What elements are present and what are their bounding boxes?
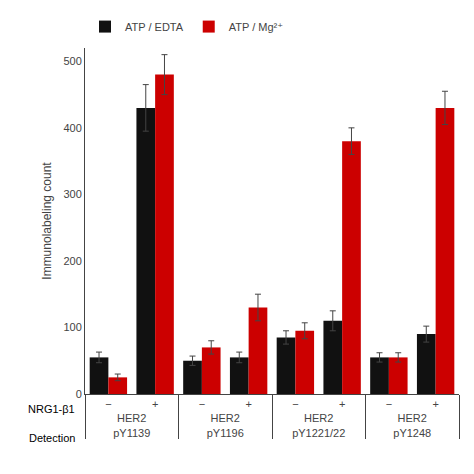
svg-text:HER2pY1248: HER2pY1248 (393, 412, 431, 438)
svg-text:−: − (386, 398, 392, 410)
svg-text:−: − (105, 398, 111, 410)
svg-text:+: + (152, 398, 158, 410)
svg-text:400: 400 (63, 122, 81, 134)
svg-text:ATP / EDTA: ATP / EDTA (125, 21, 184, 33)
svg-text:HER2pY1221/22: HER2pY1221/22 (292, 412, 345, 438)
svg-text:Detection: Detection (29, 432, 75, 444)
svg-text:300: 300 (63, 188, 81, 200)
svg-text:+: + (245, 398, 251, 410)
svg-text:NRG1-β1: NRG1-β1 (28, 403, 75, 415)
svg-text:HER2pY1139: HER2pY1139 (113, 412, 150, 438)
svg-text:Immunolabeling count: Immunolabeling count (40, 162, 54, 280)
svg-text:+: + (432, 398, 438, 410)
svg-text:−: − (199, 398, 205, 410)
svg-text:−: − (292, 398, 298, 410)
svg-text:500: 500 (63, 55, 81, 67)
svg-text:+: + (339, 398, 345, 410)
svg-text:0: 0 (76, 388, 82, 400)
svg-text:200: 200 (63, 255, 81, 267)
svg-text:100: 100 (63, 321, 81, 333)
svg-text:HER2pY1196: HER2pY1196 (207, 412, 244, 438)
svg-text:ATP / Mg²⁺: ATP / Mg²⁺ (229, 21, 283, 33)
